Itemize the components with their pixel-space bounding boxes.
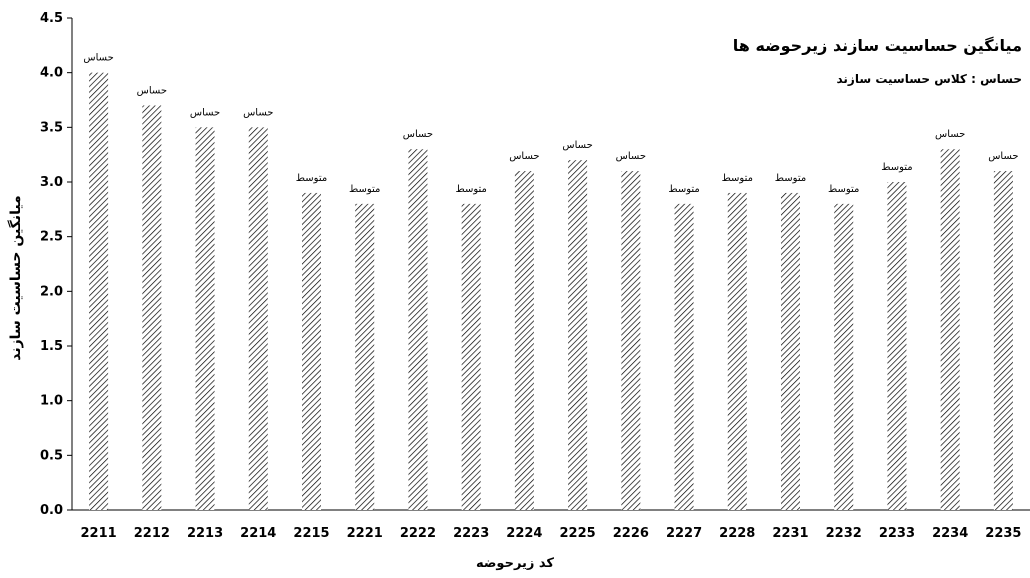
bar-class-label: حساس [935, 129, 965, 140]
x-tick-label: 2228 [719, 526, 755, 541]
x-tick-label: 2222 [400, 526, 436, 541]
bar-class-label: متوسط [881, 162, 912, 173]
bar [302, 192, 321, 510]
bar [89, 72, 109, 511]
y-tick-label: 2.0 [40, 284, 63, 299]
bar-class-label: حساس [562, 140, 592, 151]
bar [461, 203, 481, 510]
bar-class-label: حساس [190, 107, 220, 118]
chart-title: میانگین حساسیت سازند زیرحوضه ها [732, 36, 1022, 55]
x-tick-label: 2233 [879, 526, 915, 541]
bar [568, 160, 588, 510]
y-tick-label: 1.5 [40, 339, 63, 354]
bar [727, 192, 747, 510]
bar [142, 105, 162, 510]
y-tick-label: 3.0 [40, 175, 63, 190]
bar [940, 149, 960, 510]
x-tick-label: 2215 [293, 526, 329, 541]
y-tick-label: 4.0 [40, 66, 63, 81]
bar-class-label: متوسط [349, 184, 380, 195]
x-tick-label: 2214 [240, 526, 276, 541]
bar-class-label: حساس [403, 129, 433, 140]
bar-class-label: متوسط [828, 184, 859, 195]
x-tick-label: 2212 [134, 526, 170, 541]
bar [514, 171, 534, 511]
bar-class-label: حساس [137, 85, 167, 96]
bar-class-label: متوسط [296, 173, 327, 184]
x-axis-label: کد زیرحوضه [475, 556, 554, 571]
bar [834, 203, 854, 510]
bar-class-label: حساس [83, 53, 113, 64]
x-tick-label: 2235 [985, 526, 1021, 541]
bar [621, 171, 641, 511]
y-tick-label: 1.0 [40, 394, 63, 409]
x-tick-label: 2211 [81, 526, 117, 541]
y-axis-label-wrapper: میانگین حساسیت سازند [6, 195, 26, 360]
y-tick-label: 0.5 [40, 448, 63, 463]
bar-class-label: متوسط [775, 173, 806, 184]
bar [993, 171, 1013, 511]
y-tick-label: 0.0 [40, 503, 63, 518]
y-tick-label: 2.5 [40, 230, 63, 245]
bar [195, 127, 215, 510]
x-tick-label: 2232 [826, 526, 862, 541]
bar-class-label: حساس [509, 151, 539, 162]
bar-class-label: حساس [988, 151, 1018, 162]
x-tick-label: 2234 [932, 526, 968, 541]
y-axis-label: میانگین حساسیت سازند [8, 195, 24, 361]
x-tick-label: 2231 [772, 526, 808, 541]
x-tick-label: 2227 [666, 526, 702, 541]
bar-class-label: حساس [243, 107, 273, 118]
chart-subtitle: حساس : کلاس حساسیت سازند [836, 72, 1022, 86]
bar-class-label: متوسط [722, 173, 753, 184]
bar-class-label: متوسط [455, 184, 486, 195]
x-tick-label: 2223 [453, 526, 489, 541]
bar [408, 149, 428, 510]
bar [781, 192, 800, 510]
bar [248, 127, 268, 510]
bar [674, 203, 694, 510]
x-tick-label: 2213 [187, 526, 223, 541]
y-tick-label: 4.5 [40, 11, 63, 26]
x-tick-label: 2226 [613, 526, 649, 541]
y-tick-label: 3.5 [40, 120, 63, 135]
bar [887, 182, 907, 510]
bar-class-label: حساس [616, 151, 646, 162]
x-tick-label: 2221 [347, 526, 383, 541]
x-tick-label: 2224 [506, 526, 542, 541]
bar-class-label: متوسط [668, 184, 699, 195]
x-tick-label: 2225 [560, 526, 596, 541]
bar [355, 203, 375, 510]
